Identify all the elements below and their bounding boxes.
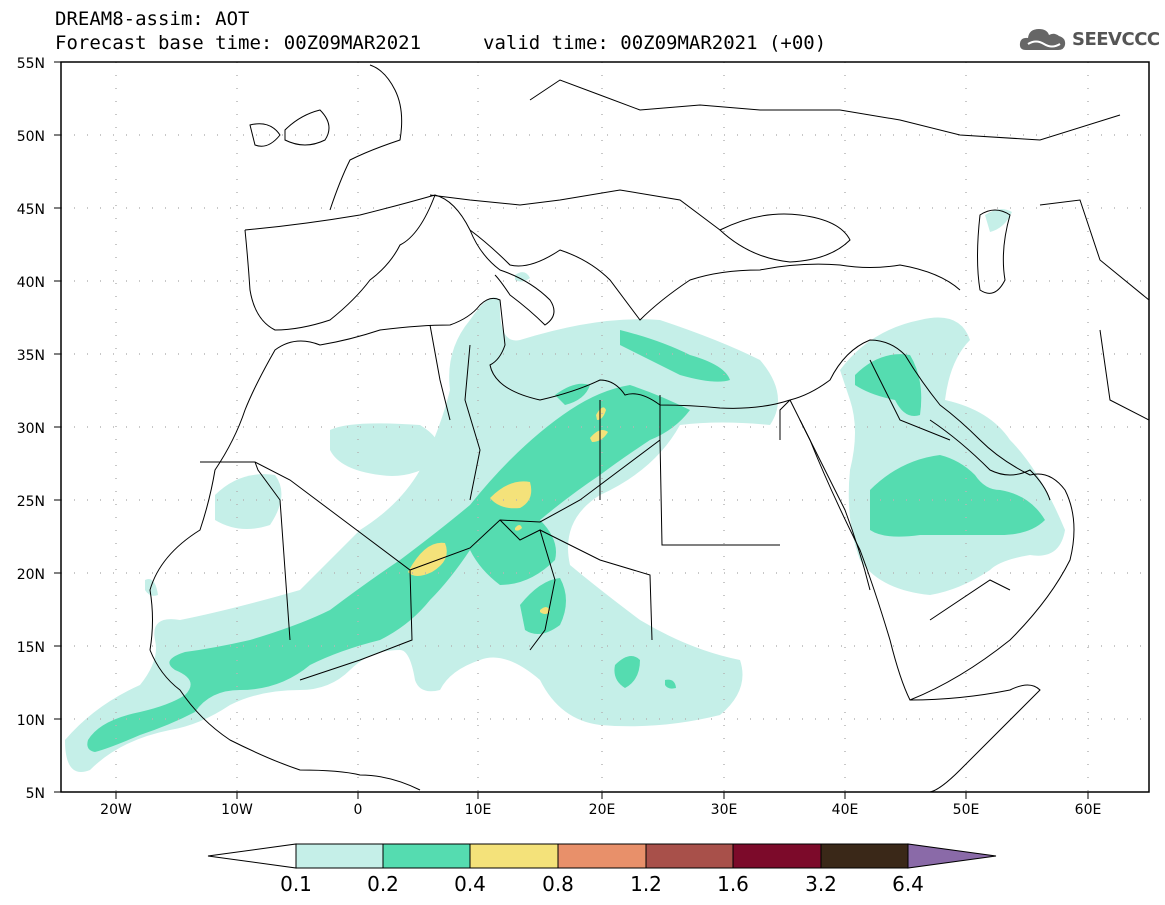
valid-time: valid time: 00Z09MAR2021 (+00) [483, 32, 827, 54]
lon-label: 10E [465, 802, 492, 818]
colorbar-swatch [557, 843, 647, 869]
lat-label: 40N [17, 275, 45, 291]
colorbar-label: 6.4 [892, 872, 924, 896]
lon-axis: 20W 10W 0 10E 20E 30E 40E 50E 60E [100, 802, 1101, 818]
lon-label: 20W [100, 802, 132, 818]
map-title: DREAM8-assim: AOT [55, 8, 250, 30]
coastlines [149, 64, 1149, 792]
lat-label: 50N [17, 129, 45, 145]
colorbar-label: 0.2 [367, 872, 399, 896]
colorbar-label: 1.6 [717, 872, 749, 896]
lat-label: 25N [17, 494, 45, 510]
colorbar-label: 1.2 [630, 872, 662, 896]
lat-label: 15N [17, 640, 45, 656]
lon-label: 50E [953, 802, 980, 818]
colorbar-label: 0.8 [542, 872, 574, 896]
colorbar [207, 843, 997, 869]
lat-label: 30N [17, 421, 45, 437]
colorbar-swatch [469, 843, 559, 869]
colorbar-label: 3.2 [805, 872, 837, 896]
colorbar-swatch [295, 843, 384, 869]
lat-label: 55N [17, 56, 45, 72]
logo-text: SEEVCCC [1072, 28, 1160, 50]
lon-label: 10W [221, 802, 253, 818]
forecast-base-time: Forecast base time: 00Z09MAR2021 [55, 32, 422, 54]
lon-label: 0 [354, 802, 363, 818]
lat-label: 20N [17, 567, 45, 583]
lat-axis: 55N 50N 45N 40N 35N 30N 25N 20N 15N 10N … [17, 56, 45, 802]
lat-label: 35N [17, 348, 45, 364]
lon-label: 60E [1075, 802, 1102, 818]
cloud-icon [1019, 29, 1066, 50]
colorbar-swatch [382, 843, 471, 869]
seevccc-logo: SEEVCCC [1018, 24, 1160, 54]
colorbar-swatch [645, 843, 734, 869]
colorbar-labels: 0.1 0.2 0.4 0.8 1.2 1.6 3.2 6.4 [280, 872, 924, 896]
colorbar-arrow-low [207, 843, 297, 869]
aot-fields [65, 209, 1065, 772]
colorbar-label: 0.1 [280, 872, 312, 896]
lat-label: 45N [17, 202, 45, 218]
colorbar-arrow-high [907, 843, 997, 869]
lon-label: 30E [711, 802, 738, 818]
colorbar-swatch [732, 843, 822, 869]
colorbar-swatch [820, 843, 909, 869]
lon-label: 20E [589, 802, 616, 818]
lon-label: 40E [832, 802, 859, 818]
lat-label: 5N [26, 786, 45, 802]
colorbar-label: 0.4 [454, 872, 486, 896]
lat-label: 10N [17, 713, 45, 729]
